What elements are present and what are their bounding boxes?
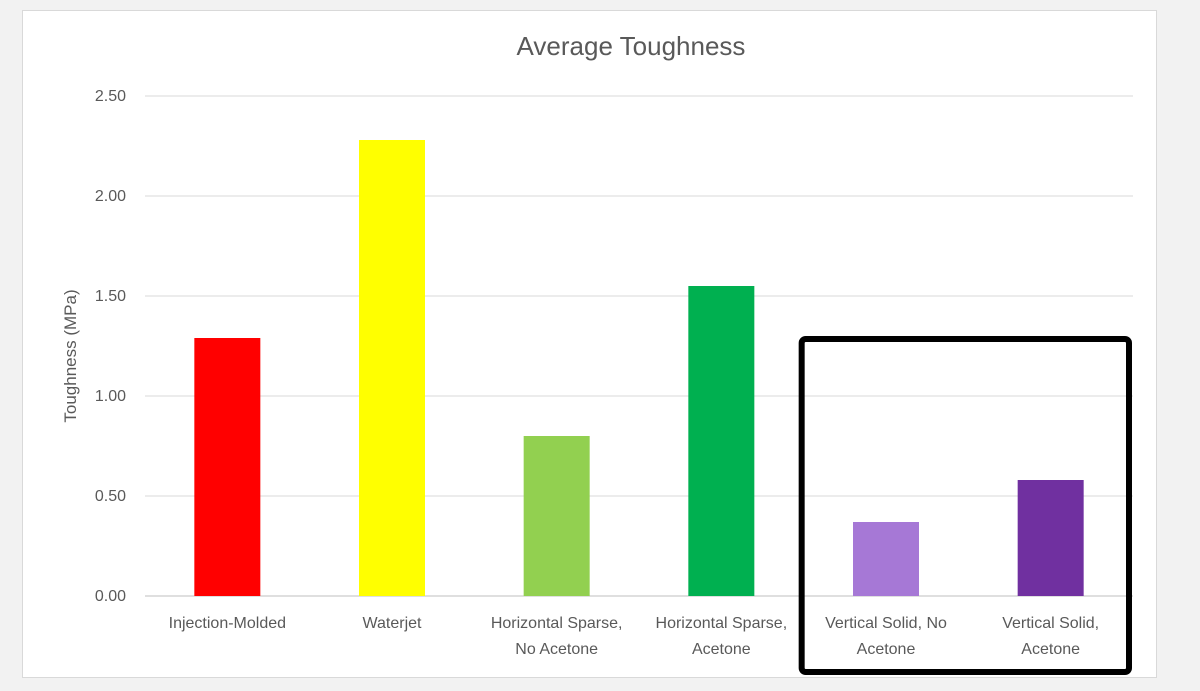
x-category-label: Horizontal Sparse, No Acetone [491,615,623,658]
gridlines [145,95,1133,597]
y-axis-ticks: 0.00 0.50 1.00 1.50 2.00 2.50 [95,88,126,605]
highlight-box [798,336,1133,675]
y-tick-label: 1.50 [95,288,126,305]
bar [194,338,261,596]
y-tick-label: 1.00 [95,388,126,405]
x-axis-category-labels: Injection-Molded Waterjet Horizontal Spars… [169,615,1100,658]
x-category-label: Injection-Molded [169,615,286,632]
x-category-label: Horizontal Sparse, Acetone [656,615,788,658]
y-tick-label: 0.50 [95,488,126,505]
bar [359,140,425,596]
y-axis-title: Toughness (MPa) [61,289,80,422]
bar [523,436,590,596]
bar [853,522,919,596]
bar [1017,480,1084,596]
bars [194,140,1084,596]
x-category-label: Vertical Solid, No Acetone [825,615,947,658]
bar-chart: Average Toughness 0.00 0.50 1.00 1.50 2.00 2.… [61,31,1133,675]
bar [688,286,755,596]
chart-title: Average Toughness [517,31,746,61]
x-category-label: Vertical Solid, Acetone [1002,615,1099,658]
y-tick-label: 2.50 [95,88,126,105]
y-tick-label: 2.00 [95,188,126,205]
y-tick-label: 0.00 [95,588,126,605]
chart-frame: Average Toughness 0.00 0.50 1.00 1.50 2.00 2.… [22,10,1157,678]
x-category-label: Waterjet [363,615,423,632]
